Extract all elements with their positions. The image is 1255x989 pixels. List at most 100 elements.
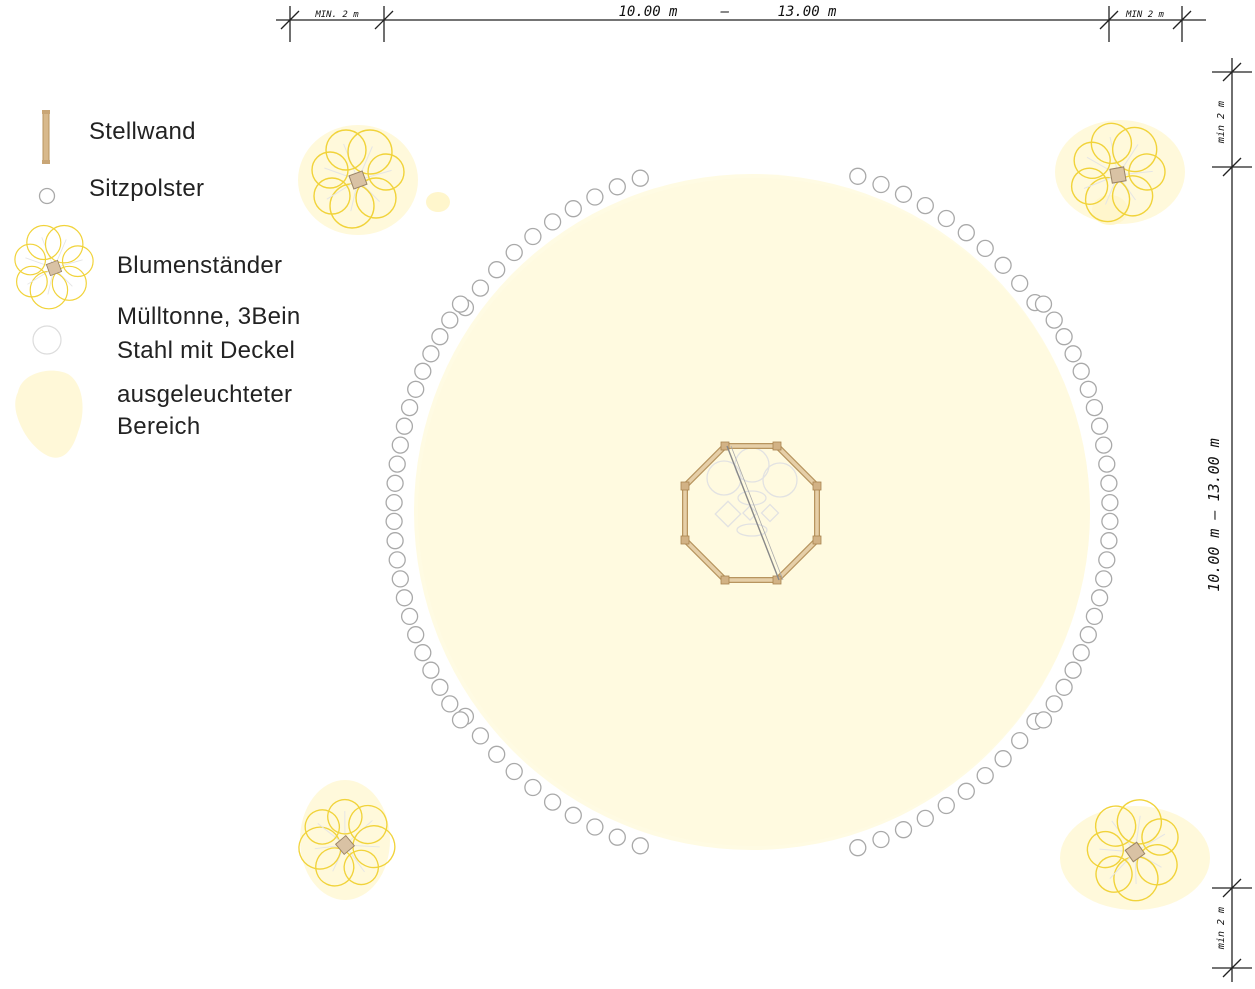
dimension-top-left-label: MIN. 2 m <box>314 10 359 20</box>
flower-leaf <box>325 129 367 171</box>
seat-cushion <box>400 398 419 417</box>
seat-cushion <box>386 474 404 492</box>
seat-cushion <box>1085 607 1104 626</box>
seat-cushion <box>1100 532 1118 550</box>
flower-leaf <box>51 265 87 301</box>
flower-leaf <box>61 245 94 278</box>
legend-lit-area-icon <box>15 370 83 458</box>
seat-cushion <box>1079 626 1097 644</box>
legend-flower-icon <box>14 224 94 310</box>
seat-cushion <box>407 380 425 398</box>
flower-leaf <box>1070 167 1109 205</box>
flower-leaf <box>304 809 341 845</box>
seat-cushion <box>488 261 506 279</box>
seat-cushion <box>872 175 890 194</box>
legend-seat-icon <box>38 187 56 205</box>
flower-leaf <box>367 153 405 191</box>
flower-leaf <box>313 177 351 215</box>
seat-cushion <box>524 778 542 797</box>
flower-leaf <box>26 224 62 261</box>
seat-cushion <box>1072 644 1090 662</box>
legend-label-muelltonne-2: Stahl mit Deckel <box>117 337 295 364</box>
seat-cushion <box>586 188 604 206</box>
seat-cushion <box>543 213 562 231</box>
seat-cushion <box>414 362 432 380</box>
seat-cushion <box>505 762 523 781</box>
seat-cushion <box>422 345 440 363</box>
flower-leaf <box>1094 805 1137 847</box>
seat-cushion <box>564 806 582 824</box>
seat-cushion <box>1095 436 1113 454</box>
seat-cushion <box>385 493 403 512</box>
seat-cushion <box>957 782 975 800</box>
seat-cushion <box>894 185 913 203</box>
seat-cushion <box>391 570 409 588</box>
dimension-right-bottom-label: min 2 m <box>1216 907 1227 950</box>
flower-leaf <box>315 847 355 887</box>
seat-cushion <box>976 239 994 258</box>
flower-stand <box>298 798 396 887</box>
dimension-right-center-label: 10.00 m – 13.00 m <box>1205 438 1223 592</box>
seat-cushion <box>386 532 404 550</box>
flower-leaf <box>1111 126 1158 173</box>
seat-cushion <box>1098 551 1116 569</box>
seat-cushion <box>1064 661 1082 679</box>
legend-wall-icon <box>42 110 50 164</box>
flower-leaf <box>44 224 84 264</box>
seat-cushion <box>994 256 1012 274</box>
flower-stand <box>311 129 405 229</box>
seat-cushion <box>543 793 562 811</box>
seat-cushion <box>631 169 649 187</box>
seat-cushion <box>1101 512 1119 531</box>
ghost-bins <box>706 447 798 537</box>
seat-cushion <box>937 796 955 815</box>
flower-leaf <box>1116 799 1163 845</box>
seat-cushion <box>431 328 449 346</box>
seat-cushion <box>1100 474 1118 492</box>
seat-cushion <box>400 607 419 626</box>
seat-cushion <box>1085 398 1104 417</box>
flower-stand <box>1086 799 1179 902</box>
seat-cushion <box>1090 417 1109 435</box>
flower-leaf <box>347 129 393 175</box>
flower-leaf <box>1111 175 1154 217</box>
seat-cushion <box>395 417 414 435</box>
seat-cushion <box>608 178 626 196</box>
legend-label-muelltonne-1: Mülltonne, 3Bein <box>117 303 301 330</box>
seat-cushion <box>1095 570 1113 588</box>
flower-leaf <box>1141 818 1179 856</box>
dimension-top-center-b: 13.00 m <box>777 4 837 20</box>
legend-label-stellwand: Stellwand <box>89 118 196 145</box>
seat-cushion <box>471 279 490 297</box>
legend-label-blumenstaender: Blumenständer <box>117 252 282 279</box>
flower-leaf <box>1090 122 1133 165</box>
flower-stand <box>14 224 94 310</box>
flower-pot <box>45 259 63 277</box>
seat-cushion <box>471 727 490 745</box>
seat-cushion <box>441 695 459 713</box>
legend-label-sitzpolster: Sitzpolster <box>89 175 204 202</box>
flower-leaf <box>1095 855 1133 893</box>
legend-label-bereich-2: Bereich <box>117 413 200 440</box>
seat-cushions <box>385 167 1119 857</box>
seat-cushion <box>395 589 414 607</box>
seat-cushion <box>849 839 867 857</box>
seat-cushion <box>1101 493 1119 512</box>
flower-leaf <box>1128 153 1166 191</box>
seat-cushion <box>391 436 409 454</box>
flower-leaf <box>355 177 397 219</box>
seat-cushion <box>916 809 934 828</box>
seat-cushion <box>608 828 626 846</box>
seat-cushion <box>1055 328 1073 346</box>
seat-cushion <box>1045 695 1063 713</box>
seat-cushion <box>1090 589 1109 607</box>
flower-pot <box>1124 841 1146 863</box>
seat-cushion <box>388 455 406 473</box>
seat-cushion <box>1011 274 1029 293</box>
dimension-top-center-a: 10.00 m <box>618 4 678 20</box>
legend: Stellwand Sitzpolster Blumenständer Müll… <box>14 110 301 458</box>
dimension-top <box>276 6 1206 42</box>
seat-cushion <box>894 821 913 839</box>
